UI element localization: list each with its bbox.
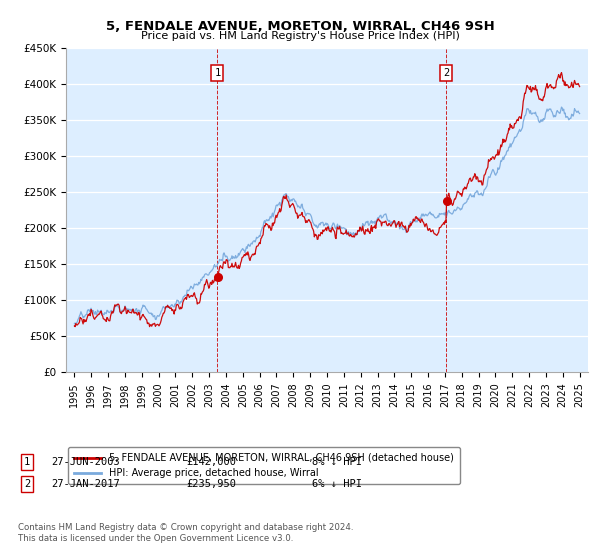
Legend: 5, FENDALE AVENUE, MORETON, WIRRAL, CH46 9SH (detached house), HPI: Average pric: 5, FENDALE AVENUE, MORETON, WIRRAL, CH46… [68, 447, 460, 484]
Text: 8% ↓ HPI: 8% ↓ HPI [312, 457, 362, 467]
Text: 27-JUN-2003: 27-JUN-2003 [51, 457, 120, 467]
Text: This data is licensed under the Open Government Licence v3.0.: This data is licensed under the Open Gov… [18, 534, 293, 543]
Text: £235,950: £235,950 [186, 479, 236, 489]
Text: 6% ↓ HPI: 6% ↓ HPI [312, 479, 362, 489]
Text: 2: 2 [24, 479, 30, 489]
Text: 5, FENDALE AVENUE, MORETON, WIRRAL, CH46 9SH: 5, FENDALE AVENUE, MORETON, WIRRAL, CH46… [106, 20, 494, 32]
Text: Price paid vs. HM Land Registry's House Price Index (HPI): Price paid vs. HM Land Registry's House … [140, 31, 460, 41]
Text: 1: 1 [214, 68, 221, 78]
Text: Contains HM Land Registry data © Crown copyright and database right 2024.: Contains HM Land Registry data © Crown c… [18, 523, 353, 532]
Text: £142,000: £142,000 [186, 457, 236, 467]
Text: 27-JAN-2017: 27-JAN-2017 [51, 479, 120, 489]
Text: 1: 1 [24, 457, 30, 467]
Text: 2: 2 [443, 68, 449, 78]
